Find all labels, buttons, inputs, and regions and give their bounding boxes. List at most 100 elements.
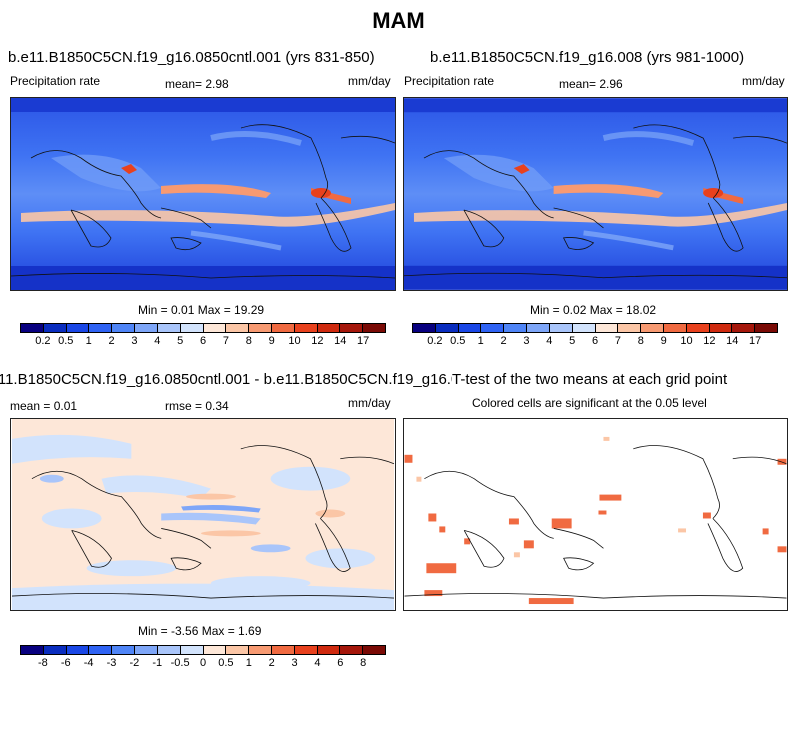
panel3-colorbar bbox=[20, 645, 386, 655]
panel1-units-label: mm/day bbox=[348, 74, 391, 88]
panel1-colorbar-swatch bbox=[21, 324, 44, 332]
panel2-colorbar-tick-label: 0.5 bbox=[450, 335, 466, 347]
panel3-min-max: Min = -3.56 Max = 1.69 bbox=[138, 624, 262, 638]
panel1-colorbar-tick-label: 2 bbox=[108, 335, 115, 347]
panel2-colorbar-tick-label: 1 bbox=[477, 335, 484, 347]
panel1-min-max: Min = 0.01 Max = 19.29 bbox=[138, 303, 265, 317]
panel4-subtitle: Colored cells are significant at the 0.0… bbox=[472, 396, 707, 410]
panel3-colorbar-tick-label: 1 bbox=[245, 657, 252, 669]
panel2-colorbar-tick-label: 6 bbox=[591, 335, 599, 347]
panel3-colorbar-swatch bbox=[180, 646, 204, 654]
panel4-significance-map bbox=[403, 418, 788, 611]
panel3-colorbar-tick-label: -1 bbox=[152, 657, 163, 669]
panel1-colorbar-swatch bbox=[363, 324, 385, 332]
panel3-colorbar-swatch bbox=[203, 646, 227, 654]
panel3-colorbar-swatch bbox=[294, 646, 318, 654]
panel2-colorbar-tick-label: 14 bbox=[726, 335, 739, 347]
panel3-colorbar-swatch bbox=[226, 646, 250, 654]
panel2-units-label: mm/day bbox=[742, 74, 785, 88]
panel2-colorbar bbox=[412, 323, 778, 333]
panel2-colorbar-swatch bbox=[663, 324, 687, 332]
panel1-colorbar-swatch bbox=[249, 324, 272, 332]
panel2-colorbar-tick-label: 8 bbox=[637, 335, 644, 347]
panel1-case-title: b.e11.B1850C5CN.f19_g16.0850cntl.001 (yr… bbox=[8, 49, 375, 66]
panel3-colorbar-swatch bbox=[21, 646, 44, 654]
panel2-mean-label: mean= 2.96 bbox=[559, 77, 623, 91]
panel3-colorbar-tick-label: 0 bbox=[199, 657, 207, 669]
panel3-colorbar-tick-label: -3 bbox=[106, 657, 117, 669]
panel3-colorbar-swatch bbox=[89, 646, 113, 654]
panel2-colorbar-tick-label: 7 bbox=[614, 335, 621, 347]
panel1-colorbar-swatch bbox=[226, 324, 250, 332]
panel2-colorbar-swatch bbox=[709, 324, 733, 332]
panel1-colorbar-tick-label: 17 bbox=[357, 335, 370, 347]
panel1-colorbar bbox=[20, 323, 386, 333]
panel2-colorbar-swatch bbox=[549, 324, 573, 332]
panel3-colorbar-swatch bbox=[157, 646, 181, 654]
panel1-colorbar-swatch bbox=[43, 324, 67, 332]
panel1-colorbar-swatch bbox=[89, 324, 113, 332]
panel2-colorbar-swatch bbox=[527, 324, 550, 332]
panel3-colorbar-swatch bbox=[249, 646, 272, 654]
panel3-colorbar-swatch bbox=[43, 646, 67, 654]
panel2-colorbar-swatch bbox=[755, 324, 777, 332]
panel1-colorbar-tick-label: 3 bbox=[131, 335, 138, 347]
panel3-colorbar-tick-label: 6 bbox=[337, 657, 344, 669]
panel3-colorbar-tick-label: -8 bbox=[37, 657, 48, 669]
panel1-colorbar-swatch bbox=[271, 324, 295, 332]
panel1-colorbar-tick-label: 4 bbox=[154, 335, 161, 347]
panel3-title-clip: b.e11.B1850C5CN.f19_g16.0850cntl.001 - b… bbox=[0, 371, 452, 391]
panel1-precip-map bbox=[10, 97, 396, 291]
panel1-variable-label: Precipitation rate bbox=[10, 74, 101, 88]
panel2-colorbar-tick-label: 5 bbox=[569, 335, 576, 347]
panel2-min-max: Min = 0.02 Max = 18.02 bbox=[530, 303, 657, 317]
panel1-colorbar-tick-label: 6 bbox=[199, 335, 207, 347]
panel3-mean-label: mean = 0.01 bbox=[10, 399, 78, 413]
panel3-colorbar-tick-label: -4 bbox=[83, 657, 94, 669]
panel2-colorbar-swatch bbox=[481, 324, 505, 332]
panel2-colorbar-swatch bbox=[458, 324, 482, 332]
panel2-colorbar-swatch bbox=[595, 324, 619, 332]
panel3-colorbar-tick-label: -6 bbox=[60, 657, 71, 669]
panel4-case-title: T-test of the two means at each grid poi… bbox=[452, 371, 728, 388]
panel2-colorbar-tick-label: 10 bbox=[680, 335, 693, 347]
panel2-colorbar-swatch bbox=[618, 324, 642, 332]
panel1-colorbar-tick-label: 5 bbox=[177, 335, 184, 347]
panel3-colorbar-tick-label: -2 bbox=[129, 657, 140, 669]
panel1-colorbar-tick-label: 9 bbox=[268, 335, 275, 347]
panel3-colorbar-swatch bbox=[271, 646, 295, 654]
panel3-colorbar-swatch bbox=[66, 646, 90, 654]
panel2-variable-label: Precipitation rate bbox=[404, 74, 495, 88]
panel1-colorbar-tick-label: 8 bbox=[245, 335, 252, 347]
panel3-difference-map bbox=[10, 418, 396, 611]
panel3-colorbar-tick-label: 8 bbox=[360, 657, 367, 669]
panel1-colorbar-swatch bbox=[317, 324, 341, 332]
panel2-colorbar-swatch bbox=[435, 324, 459, 332]
panel2-colorbar-swatch bbox=[504, 324, 528, 332]
panel2-colorbar-tick-label: 2 bbox=[500, 335, 507, 347]
panel1-colorbar-swatch bbox=[340, 324, 364, 332]
panel1-colorbar-tick-label: 1 bbox=[85, 335, 92, 347]
panel1-colorbar-swatch bbox=[203, 324, 227, 332]
panel2-colorbar-tick-label: 17 bbox=[749, 335, 762, 347]
panel2-colorbar-tick-label: 9 bbox=[660, 335, 667, 347]
panel2-colorbar-tick-label: 3 bbox=[523, 335, 530, 347]
panel1-colorbar-swatch bbox=[180, 324, 204, 332]
panel2-colorbar-swatch bbox=[413, 324, 436, 332]
panel1-colorbar-swatch bbox=[66, 324, 90, 332]
panel3-rmse-label: rmse = 0.34 bbox=[165, 399, 229, 413]
panel3-case-title: b.e11.B1850C5CN.f19_g16.0850cntl.001 - b… bbox=[0, 371, 452, 388]
panel3-colorbar-tick-label: 0.5 bbox=[218, 657, 234, 669]
panel3-colorbar-tick-label: 4 bbox=[314, 657, 321, 669]
panel2-colorbar-swatch bbox=[572, 324, 596, 332]
panel1-colorbar-tick-label: 12 bbox=[311, 335, 324, 347]
panel3-colorbar-ticks: -8 -6 -4 -3 -2 -1 -0.5 0 0.5 1 2 3 4 6 8 bbox=[20, 657, 386, 671]
panel1-colorbar-swatch bbox=[294, 324, 318, 332]
panel3-colorbar-swatch bbox=[135, 646, 158, 654]
panel2-colorbar-tick-label: 4 bbox=[546, 335, 553, 347]
panel1-colorbar-tick-label: 7 bbox=[222, 335, 229, 347]
panel1-colorbar-ticks: 0.2 0.5 1 2 3 4 5 6 7 8 9 10 12 14 17 bbox=[20, 335, 386, 349]
panel1-colorbar-swatch bbox=[157, 324, 181, 332]
panel2-colorbar-swatch bbox=[686, 324, 710, 332]
panel2-colorbar-tick-label: 12 bbox=[703, 335, 716, 347]
